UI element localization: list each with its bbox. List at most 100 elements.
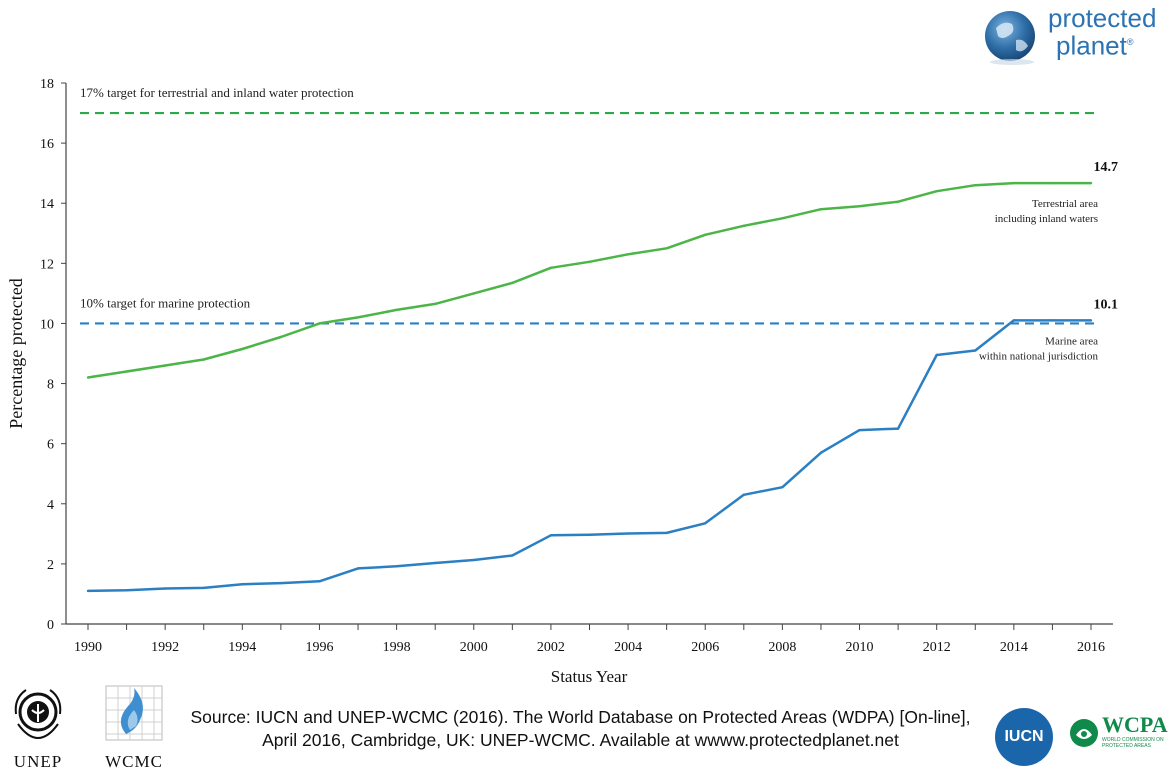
terrestrial-point (1012, 181, 1016, 185)
terrestrial-point (781, 217, 784, 220)
source-line-2: April 2016, Cambridge, UK: UNEP-WCMC. Av… (262, 730, 899, 750)
x-tick-label: 2000 (460, 640, 488, 655)
wcpa-logo: WCPA WORLD COMMISSION ON PROTECTED AREAS (1068, 713, 1168, 759)
marine-point (896, 427, 900, 430)
target-lines: 17% target for terrestrial and inland wa… (80, 85, 1098, 325)
wcmc-label: WCMC (105, 752, 163, 771)
wcpa-emblem-icon (1070, 719, 1098, 747)
terrestrial-point (626, 253, 630, 256)
x-tick-label: 2014 (1000, 640, 1028, 655)
marine-point (588, 533, 591, 536)
marine-point (781, 486, 784, 489)
x-axis-label: Status Year (551, 667, 628, 686)
terrestrial-point (472, 292, 475, 295)
iucn-logo: IUCN (995, 708, 1053, 766)
x-tick-label: 2002 (537, 640, 565, 655)
terrestrial-point (704, 233, 707, 236)
marine-series-label: Marine area (1045, 335, 1098, 347)
marine-point (1051, 319, 1054, 322)
terrestrial-point (318, 322, 321, 325)
marine-point (974, 349, 977, 352)
terrestrial-point (356, 316, 360, 319)
y-tick-label: 4 (47, 498, 54, 513)
terrestrial-series-label: including inland waters (995, 213, 1098, 225)
unep-logo: UNEP (8, 684, 68, 772)
marine-point (742, 493, 746, 496)
marine-point (163, 587, 167, 590)
terrestrial-point (549, 266, 553, 270)
x-tick-label: 1990 (74, 640, 102, 655)
source-citation: Source: IUCN and UNEP-WCMC (2016). The W… (178, 706, 983, 752)
y-tick-label: 14 (40, 197, 54, 212)
terrestrial-point (858, 205, 861, 208)
y-tick-label: 16 (40, 137, 54, 152)
terrestrial-point (279, 335, 283, 339)
logo-line2: planet (1056, 30, 1127, 61)
marine-point (665, 531, 668, 535)
terrestrial-point (241, 347, 244, 351)
marine-point (125, 589, 128, 592)
terrestrial-point (742, 224, 746, 227)
marine-point (549, 534, 553, 537)
marine-series-line (87, 319, 1091, 593)
x-tick-label: 2012 (923, 640, 951, 655)
y-tick-label: 18 (40, 77, 54, 92)
wcmc-emblem-icon (105, 685, 163, 741)
wcpa-subtitle: WORLD COMMISSION ON PROTECTED AREAS (1102, 737, 1164, 749)
logo-wordmark: protected planet® (1048, 3, 1157, 61)
terrestrial-point (163, 364, 167, 367)
terrestrial-end-label: 14.7 (1094, 160, 1119, 175)
x-tick-label: 1998 (383, 640, 411, 655)
marine-point (279, 581, 283, 585)
axes: 0 2 4 6 8 10 12 14 16 18 1990 1992 1994 1996 1998 2000 2… (6, 77, 1113, 686)
x-tick-label: 1994 (228, 640, 256, 655)
y-tick-label: 0 (47, 618, 54, 633)
terrestrial-point (1089, 181, 1093, 185)
marine-point (202, 586, 205, 590)
terrestrial-point (935, 190, 938, 193)
terrestrial-point (395, 308, 398, 312)
y-tick-label: 2 (47, 558, 54, 573)
wcpa-label: WCPA (1102, 712, 1168, 737)
terrestrial-point (665, 247, 668, 250)
marine-point (395, 565, 398, 568)
x-tick-label: 2004 (614, 640, 642, 655)
marine-point (819, 451, 823, 454)
terrestrial-point (819, 208, 823, 211)
terrestrial-point (125, 370, 128, 373)
marine-point (241, 583, 244, 586)
unep-emblem-icon (14, 689, 62, 740)
terrestrial-point (896, 200, 900, 203)
marine-point (356, 567, 360, 570)
y-tick-label: 6 (47, 438, 54, 453)
terrestrial-point (86, 376, 90, 379)
globe-icon (985, 11, 1035, 65)
terrestrial-point (433, 302, 437, 306)
marine-point (318, 580, 321, 583)
logo-line1: protected (1048, 3, 1157, 33)
marine-point (935, 353, 938, 357)
y-tick-label: 8 (47, 378, 54, 393)
marine-point (858, 428, 861, 432)
x-tick-label: 2010 (846, 640, 874, 655)
terrestrial-series-line (87, 181, 1091, 379)
protected-planet-logo: protected planet® (982, 3, 1167, 70)
marine-point (86, 589, 90, 593)
marine-point (1012, 319, 1016, 322)
line-chart: 0 2 4 6 8 10 12 14 16 18 1990 1992 1994 1996 1998 2000 2… (6, 77, 1118, 686)
terrestrial-point (1051, 181, 1054, 185)
logo-mark: ® (1126, 37, 1134, 47)
marine-point (472, 558, 475, 562)
marine-point (511, 554, 514, 557)
y-tick-label: 12 (40, 257, 54, 272)
chart-labels: 14.7 Terrestrial area including inland wat… (979, 160, 1118, 362)
marine-target-label: 10% target for marine protection (80, 295, 251, 310)
terrestrial-point (588, 260, 591, 264)
x-tick-label: 2008 (768, 640, 796, 655)
source-line-1: Source: IUCN and UNEP-WCMC (2016). The W… (190, 707, 971, 727)
marine-series-label: within national jurisdiction (979, 350, 1099, 362)
terrestrial-point (202, 358, 205, 361)
marine-end-label: 10.1 (1094, 297, 1119, 312)
x-tick-label: 1996 (305, 640, 333, 655)
series-lines (86, 181, 1093, 593)
